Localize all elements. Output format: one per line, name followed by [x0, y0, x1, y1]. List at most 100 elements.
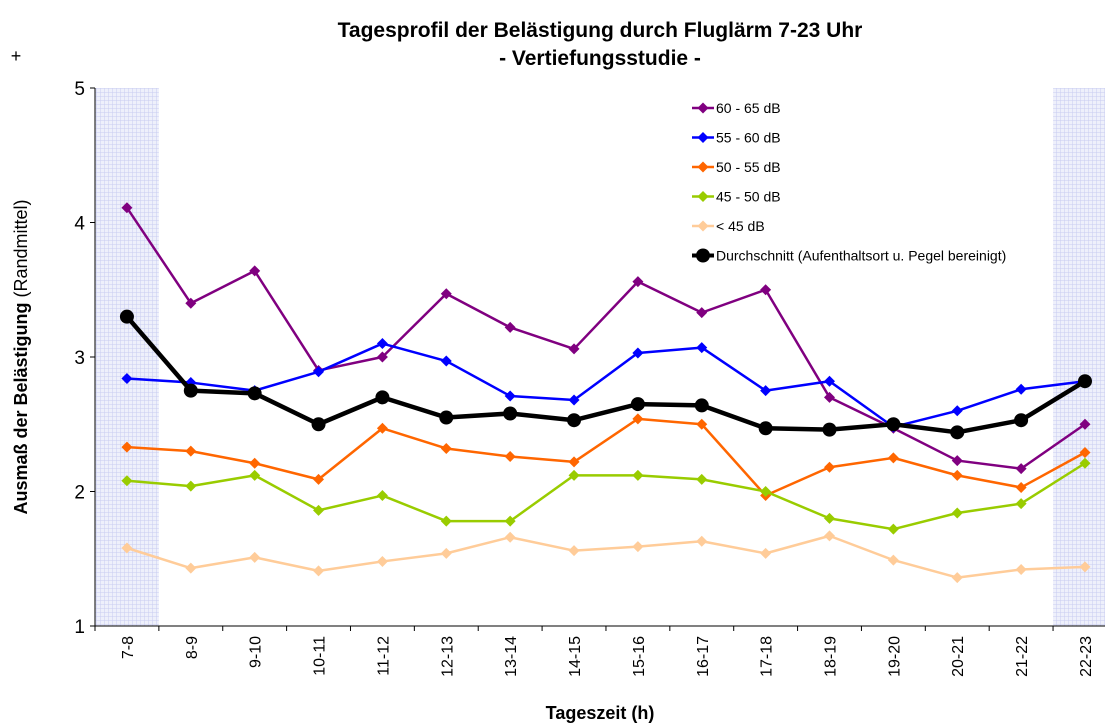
- data-point: [951, 455, 963, 467]
- y-tick-label: 4: [74, 214, 85, 235]
- data-point: [824, 530, 836, 542]
- legend-label: 55 - 60 dB: [716, 130, 781, 146]
- data-point: [121, 475, 133, 487]
- legend-label: 45 - 50 dB: [716, 189, 781, 205]
- series-line: [125, 207, 1086, 470]
- data-point: [696, 342, 708, 354]
- shaded-region: [95, 88, 159, 626]
- x-tick-label: 8-9: [184, 636, 201, 659]
- legend-label: 60 - 65 dB: [716, 100, 781, 116]
- y-axis-label-note: (Randmittel): [11, 199, 31, 297]
- data-point: [376, 338, 388, 350]
- data-point: [376, 490, 388, 502]
- x-tick-label: 15-16: [631, 636, 648, 677]
- x-tick-label: 22-23: [1078, 636, 1095, 677]
- x-tick-label: 16-17: [695, 636, 712, 677]
- x-tick-label: 9-10: [248, 636, 265, 668]
- y-tick-label: 2: [74, 483, 85, 504]
- data-point: [632, 413, 644, 425]
- data-point: [376, 422, 388, 434]
- data-point: [632, 469, 644, 481]
- data-point: [760, 547, 772, 559]
- series-line: [126, 417, 1086, 497]
- legend-label: 50 - 55 dB: [716, 159, 781, 175]
- data-point: [758, 421, 773, 436]
- data-point: [1015, 564, 1027, 576]
- data-point: [249, 265, 261, 277]
- data-point: [824, 375, 836, 387]
- data-point: [504, 321, 516, 333]
- data-point: [886, 417, 901, 432]
- chart-subtitle: - Vertiefungsstudie -: [499, 47, 701, 70]
- data-point: [440, 355, 452, 367]
- data-point: [1014, 413, 1029, 428]
- series-line: [125, 315, 1087, 435]
- data-point: [249, 551, 261, 563]
- data-point: [375, 390, 390, 405]
- data-point: [951, 507, 963, 519]
- data-point: [183, 383, 198, 398]
- data-point: [1077, 374, 1092, 389]
- data-point: [887, 523, 899, 535]
- data-point: [824, 391, 836, 403]
- data-point: [632, 541, 644, 553]
- y-tick-label: 3: [74, 348, 85, 369]
- x-tick-label: 19-20: [886, 636, 903, 677]
- data-point: [630, 397, 645, 412]
- data-point: [568, 343, 580, 355]
- data-point: [760, 486, 772, 497]
- data-point: [185, 445, 197, 457]
- chart-title: Tagesprofil der Belästigung durch Fluglä…: [338, 19, 863, 42]
- y-axis-label: Ausmaß der Belästigung (Randmittel): [11, 199, 31, 514]
- data-point: [249, 457, 261, 469]
- shaded-region: [1053, 88, 1105, 626]
- legend-marker: [697, 220, 709, 232]
- data-point: [313, 504, 325, 516]
- series-line: [126, 534, 1086, 579]
- data-point: [760, 385, 772, 397]
- data-point: [951, 405, 963, 417]
- data-point: [439, 410, 454, 425]
- data-point: [121, 441, 133, 453]
- legend-marker: [697, 132, 709, 143]
- data-point: [824, 512, 836, 524]
- legend-marker: [697, 102, 709, 114]
- x-tick-label: 17-18: [759, 636, 776, 677]
- x-tick-label: 10-11: [312, 636, 329, 676]
- data-point: [185, 480, 197, 492]
- data-point: [185, 562, 197, 574]
- data-point: [504, 451, 516, 463]
- data-point: [504, 531, 516, 543]
- data-point: [696, 307, 708, 319]
- data-point: [121, 373, 133, 385]
- data-point: [1015, 481, 1027, 493]
- data-point: [824, 461, 836, 473]
- data-point: [632, 347, 644, 359]
- data-point: [696, 418, 708, 430]
- data-point: [249, 469, 261, 481]
- data-point: [311, 417, 326, 432]
- x-tick-label: 14-15: [567, 636, 584, 677]
- data-point: [1079, 418, 1091, 430]
- data-point: [121, 542, 133, 554]
- data-point: [822, 422, 837, 437]
- data-point: [376, 351, 388, 363]
- data-point: [696, 473, 708, 485]
- data-point: [632, 276, 644, 288]
- data-point: [440, 442, 452, 454]
- data-point: [313, 473, 325, 485]
- data-point: [376, 555, 388, 567]
- data-point: [1079, 446, 1091, 458]
- data-point: [1079, 561, 1091, 573]
- x-tick-label: 11-12: [375, 636, 392, 676]
- data-point: [1015, 498, 1027, 510]
- data-point: [760, 284, 772, 296]
- data-point: [247, 386, 262, 401]
- data-point: [440, 547, 452, 559]
- x-tick-label: 12-13: [439, 636, 456, 677]
- data-point: [568, 456, 580, 468]
- y-tick-label: 5: [74, 79, 85, 100]
- data-point: [951, 469, 963, 481]
- series-line: [126, 342, 1086, 429]
